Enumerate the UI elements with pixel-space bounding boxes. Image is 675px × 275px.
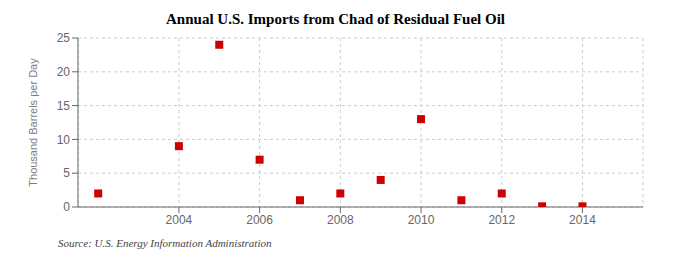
svg-text:5: 5 [63, 166, 70, 180]
svg-text:15: 15 [57, 99, 71, 113]
svg-text:20: 20 [57, 65, 71, 79]
svg-text:2010: 2010 [408, 213, 435, 227]
html-text:Source: U.S. Energy Informatio: Source: U.S. Energy Information Administ… [58, 237, 272, 249]
svg-text:2004: 2004 [166, 213, 193, 227]
svg-text:Thousand Barrels per Day: Thousand Barrels per Day [27, 58, 39, 187]
svg-text:2008: 2008 [327, 213, 354, 227]
svg-text:10: 10 [57, 133, 71, 147]
svg-text:0: 0 [63, 200, 70, 214]
html-text:Annual U.S. Imports from Chad: Annual U.S. Imports from Chad of Residua… [166, 11, 505, 27]
svg-text:25: 25 [57, 31, 71, 45]
svg-text:2012: 2012 [488, 213, 515, 227]
svg-text:2014: 2014 [569, 213, 596, 227]
svg-text:2006: 2006 [246, 213, 273, 227]
